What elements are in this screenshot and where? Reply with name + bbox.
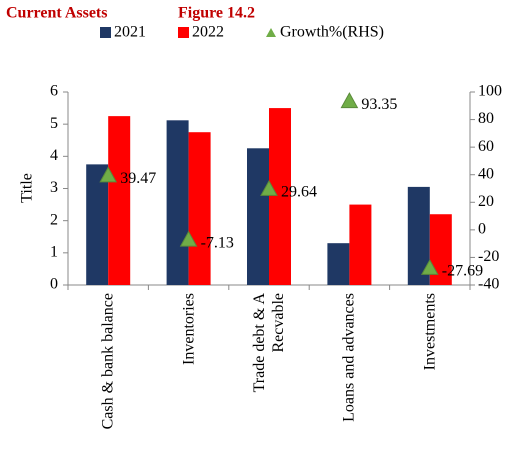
bar bbox=[349, 204, 372, 285]
x-tick-label: Inventories bbox=[180, 293, 198, 365]
y-tick-label: 4 bbox=[50, 147, 58, 164]
growth-marker bbox=[99, 166, 118, 183]
bar bbox=[429, 214, 452, 285]
y2-tick-label: 40 bbox=[478, 165, 494, 182]
y2-tick-label: 0 bbox=[478, 221, 486, 238]
y2-tick-label: 80 bbox=[478, 110, 494, 127]
data-label: -7.13 bbox=[201, 234, 234, 251]
y2-tick-label: 100 bbox=[478, 83, 502, 100]
y-tick-label: 5 bbox=[50, 115, 58, 132]
bar bbox=[86, 164, 109, 285]
legend-swatch bbox=[100, 27, 111, 38]
x-tick-label: Investments bbox=[421, 293, 439, 371]
legend-label: 2021 bbox=[114, 24, 146, 41]
x-tick-label: Cash & bank balance bbox=[99, 293, 117, 430]
x-tick-label: Loans and advances bbox=[340, 293, 358, 422]
data-label: -27.69 bbox=[442, 263, 483, 280]
legend-swatch bbox=[178, 27, 189, 38]
y-tick-label: 6 bbox=[50, 83, 58, 100]
y-tick-label: 3 bbox=[50, 179, 58, 196]
bar bbox=[407, 186, 430, 285]
bar bbox=[327, 243, 350, 285]
y2-tick-label: -40 bbox=[478, 276, 499, 293]
legend-label: 2022 bbox=[192, 24, 224, 41]
growth-marker bbox=[260, 179, 278, 196]
data-label: 29.64 bbox=[281, 184, 317, 201]
growth-marker bbox=[179, 230, 198, 247]
x-tick-label: Trade debt & A Recvable bbox=[251, 293, 287, 393]
legend-marker bbox=[266, 28, 276, 37]
bar bbox=[247, 148, 269, 285]
y-tick-label: 1 bbox=[50, 244, 58, 261]
growth-marker bbox=[420, 259, 439, 275]
y-axis-label: Title bbox=[19, 173, 36, 203]
chart-subtitle: Figure 14.2 bbox=[178, 5, 255, 22]
data-label: 93.35 bbox=[361, 96, 397, 113]
data-label: 39.47 bbox=[120, 170, 156, 187]
y2-tick-label: -20 bbox=[478, 248, 499, 265]
bar bbox=[188, 132, 211, 285]
y-tick-label: 2 bbox=[50, 211, 58, 228]
chart-title: Current Assets bbox=[6, 5, 107, 22]
y-tick-label: 0 bbox=[50, 276, 58, 293]
y2-tick-label: 60 bbox=[478, 138, 494, 155]
growth-marker bbox=[340, 92, 359, 109]
legend-label: Growth%(RHS) bbox=[280, 24, 384, 41]
bar bbox=[166, 120, 189, 285]
y2-tick-label: 20 bbox=[478, 193, 494, 210]
bar bbox=[108, 116, 131, 285]
bar bbox=[269, 108, 291, 285]
